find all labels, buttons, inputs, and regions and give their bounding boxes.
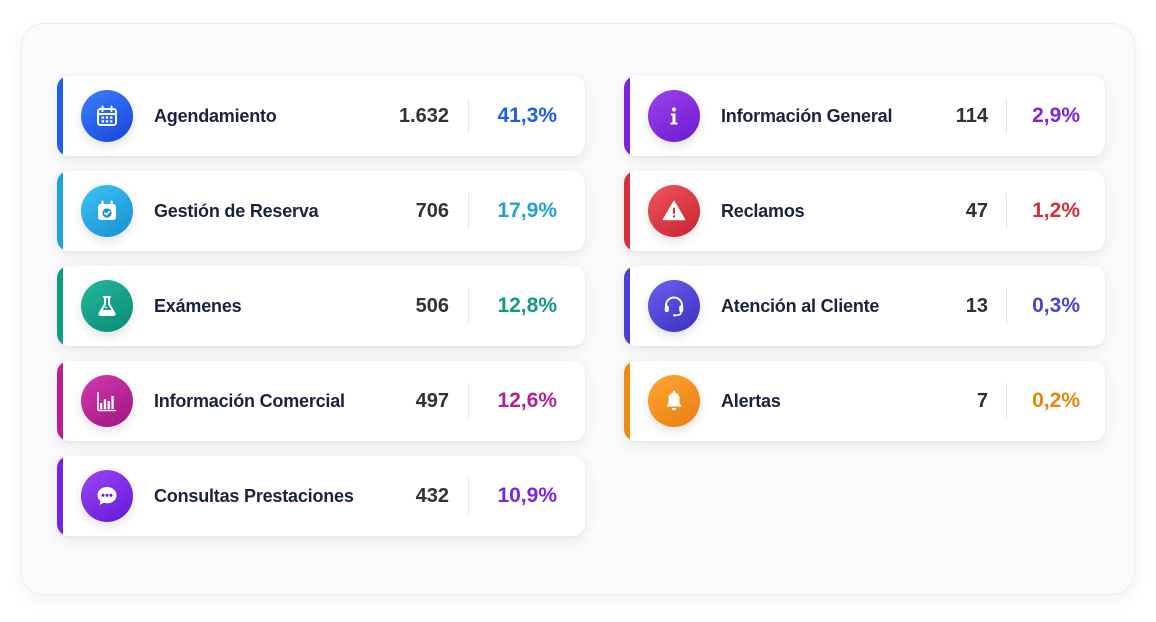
calendar-icon (81, 90, 133, 142)
category-label: Información General (721, 106, 893, 126)
category-count: 13 (965, 295, 988, 317)
category-percent: 12,6% (497, 389, 557, 412)
category-percent: 1,2% (1032, 199, 1080, 222)
category-percent: 0,2% (1032, 389, 1080, 412)
divider (1006, 98, 1007, 134)
category-label: Información Comercial (154, 391, 345, 411)
divider (468, 288, 469, 324)
category-card-gestion-de-reserva[interactable]: Gestión de Reserva 706 17,9% (57, 171, 585, 251)
calendar-check-icon (81, 185, 133, 237)
info-icon (648, 90, 700, 142)
category-label: Exámenes (154, 296, 242, 316)
category-percent: 41,3% (497, 104, 557, 127)
accent-bar (624, 171, 630, 251)
category-card-alertas[interactable]: Alertas 7 0,2% (624, 361, 1105, 441)
category-count: 114 (955, 105, 988, 127)
divider (1006, 383, 1007, 419)
bell-icon (648, 375, 700, 427)
category-card-informacion-general[interactable]: Información General 114 2,9% (624, 76, 1105, 156)
left-column: Agendamiento 1.632 41,3% Gestión de Reserva… (57, 76, 585, 551)
divider (468, 478, 469, 514)
category-card-examenes[interactable]: Exámenes 506 12,8% (57, 266, 585, 346)
category-count: 432 (415, 485, 449, 507)
category-label: Reclamos (721, 201, 805, 221)
category-count: 47 (965, 200, 988, 222)
category-label: Gestión de Reserva (154, 201, 319, 221)
category-label: Consultas Prestaciones (154, 486, 354, 506)
divider (468, 98, 469, 134)
flask-icon (81, 280, 133, 332)
accent-bar (624, 361, 630, 441)
accent-bar (57, 266, 63, 346)
category-card-informacion-comercial[interactable]: Información Comercial 497 12,6% (57, 361, 585, 441)
divider (1006, 288, 1007, 324)
divider (468, 193, 469, 229)
category-label: Alertas (721, 391, 781, 411)
accent-bar (57, 76, 63, 156)
accent-bar (57, 456, 63, 536)
right-column: Información General 114 2,9% Reclamos 47 1,2%… (624, 76, 1105, 456)
category-percent: 2,9% (1032, 104, 1080, 127)
headset-icon (648, 280, 700, 332)
divider (468, 383, 469, 419)
bar-chart-icon (81, 375, 133, 427)
category-card-atencion-al-cliente[interactable]: Atención al Cliente 13 0,3% (624, 266, 1105, 346)
accent-bar (624, 76, 630, 156)
category-count: 7 (976, 390, 988, 412)
category-percent: 12,8% (497, 294, 557, 317)
category-count: 706 (415, 200, 449, 222)
category-card-consultas-prestaciones[interactable]: Consultas Prestaciones 432 10,9% (57, 456, 585, 536)
category-label: Atención al Cliente (721, 296, 880, 316)
category-card-agendamiento[interactable]: Agendamiento 1.632 41,3% (57, 76, 585, 156)
category-label: Agendamiento (154, 106, 277, 126)
chat-bubble-icon (81, 470, 133, 522)
category-count: 1.632 (398, 105, 449, 127)
category-percent: 17,9% (497, 199, 557, 222)
accent-bar (57, 361, 63, 441)
warning-icon (648, 185, 700, 237)
divider (1006, 193, 1007, 229)
category-count: 497 (415, 390, 449, 412)
category-percent: 0,3% (1032, 294, 1080, 317)
category-card-reclamos[interactable]: Reclamos 47 1,2% (624, 171, 1105, 251)
category-percent: 10,9% (497, 484, 557, 507)
accent-bar (624, 266, 630, 346)
accent-bar (57, 171, 63, 251)
category-count: 506 (415, 295, 449, 317)
